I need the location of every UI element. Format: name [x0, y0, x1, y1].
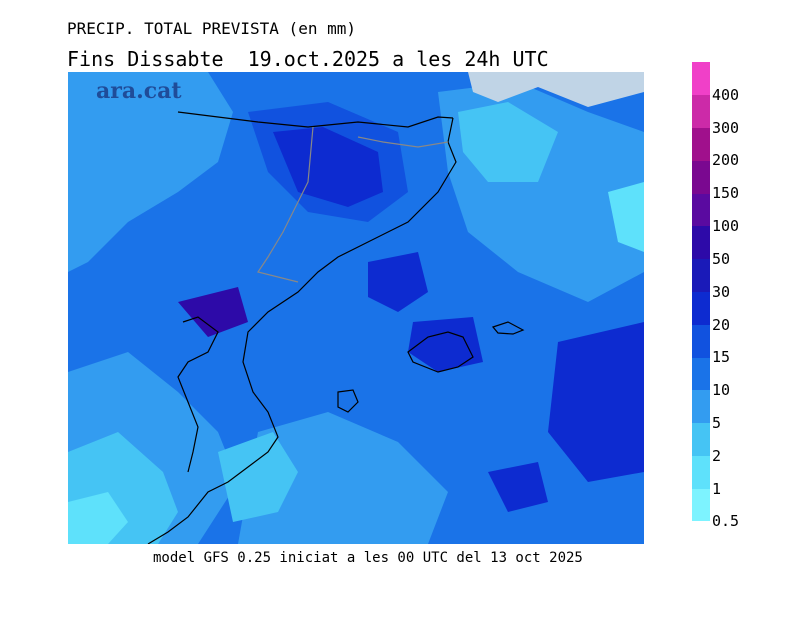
legend-label: 300 [712, 119, 740, 137]
border-andorra [357, 136, 449, 148]
legend-swatch [692, 422, 710, 456]
legend-swatch [692, 258, 710, 292]
precip-zone-30mm-balearic [368, 252, 428, 312]
legend-label: 150 [712, 184, 740, 202]
precip-zone-30mm-southeast [548, 322, 644, 482]
precip-zone-1mm-east [608, 182, 644, 252]
island-ibiza [337, 389, 359, 413]
precipitation-map [68, 72, 644, 544]
watermark-logo: ara.cat [96, 78, 182, 104]
legend-label: 30 [712, 283, 731, 301]
map-canvas [68, 72, 644, 544]
chart-title: PRECIP. TOTAL PREVISTA (en mm) [67, 19, 356, 38]
legend-label: 10 [712, 381, 731, 399]
legend-swatch [692, 225, 710, 260]
precip-zone-2mm-northeast [458, 102, 558, 182]
legend-swatch [692, 62, 710, 96]
legend-swatch [692, 127, 710, 161]
legend-swatch [692, 389, 710, 424]
precip-zone-50mm-iberian [178, 287, 248, 337]
precip-zone-5mm-west [68, 72, 233, 272]
legend-label: 200 [712, 151, 740, 169]
model-footer: model GFS 0.25 iniciat a les 00 UTC del … [153, 550, 583, 566]
chart-subtitle: Fins Dissabte 19.oct.2025 a les 24h UTC [67, 47, 549, 71]
precip-zone-2mm-valencia [218, 432, 298, 522]
precip-zone-30mm-mallorca [408, 317, 483, 372]
legend-label: 1 [712, 480, 722, 498]
legend-swatch [692, 324, 710, 358]
legend-label: 20 [712, 316, 731, 334]
legend-swatch [692, 488, 710, 522]
legend-swatch [692, 291, 710, 325]
precip-zone-30mm-pyrenees [273, 127, 383, 207]
border-aragon-catalonia [257, 126, 314, 283]
legend-label: 5 [712, 414, 722, 432]
legend-label: 400 [712, 86, 740, 104]
precip-zone-30mm-south [488, 462, 548, 512]
legend-label: 100 [712, 217, 740, 235]
border-france-spain [177, 111, 454, 128]
border-valencia [177, 316, 219, 473]
legend-label: 2 [712, 447, 722, 465]
precip-zone-5mm-south [238, 412, 448, 544]
legend-swatch [692, 193, 710, 227]
precip-zone-1mm-southwest [68, 492, 128, 544]
legend-label: 0.5 [712, 512, 740, 530]
coastline-iberia [147, 117, 457, 544]
island-mallorca [407, 331, 474, 373]
island-menorca [491, 321, 525, 335]
legend-label: 15 [712, 348, 731, 366]
legend-label: 50 [712, 250, 731, 268]
no-data-area-france [468, 72, 644, 107]
legend-swatch [692, 94, 710, 129]
legend-swatch [692, 455, 710, 489]
color-legend [692, 62, 710, 522]
legend-swatch [692, 160, 710, 194]
legend-swatch [692, 357, 710, 391]
